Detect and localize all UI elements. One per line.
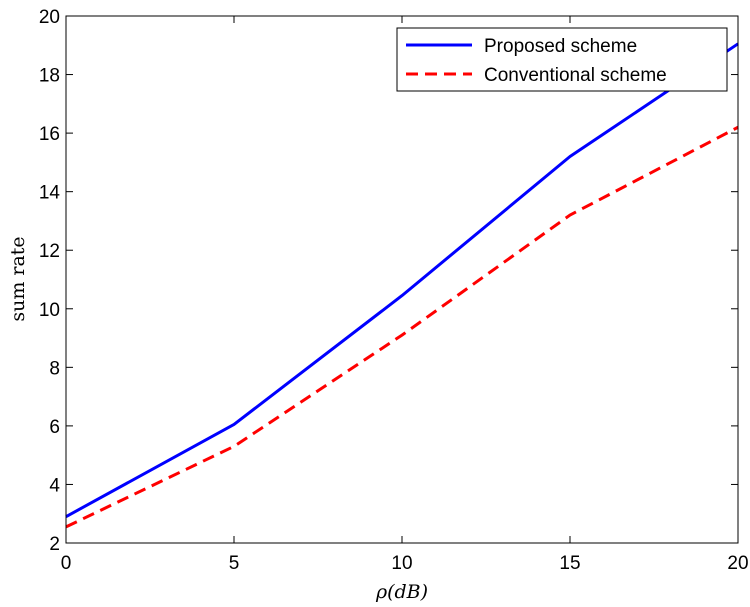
y-tick-label: 20 xyxy=(39,7,60,28)
x-tick-label: 10 xyxy=(391,553,412,574)
legend-label-conventional: Conventional scheme xyxy=(484,65,667,86)
y-tick-label: 14 xyxy=(39,183,61,204)
y-tick-label: 8 xyxy=(49,358,60,379)
y-tick-label: 18 xyxy=(39,66,60,87)
y-tick-label: 10 xyxy=(39,300,60,321)
legend-label-proposed: Proposed scheme xyxy=(484,36,637,57)
series-line-proposed xyxy=(65,42,739,518)
series-layer xyxy=(65,42,739,529)
plot-area xyxy=(66,16,738,543)
y-tick-label: 6 xyxy=(49,417,60,438)
y-tick-label: 2 xyxy=(49,534,60,555)
x-tick-label: 0 xyxy=(61,553,72,574)
x-axis-label: ρ(dB) xyxy=(375,581,428,603)
legend: Proposed scheme Conventional scheme xyxy=(396,27,728,92)
y-tick-label: 12 xyxy=(39,241,60,262)
x-tick-label: 20 xyxy=(727,553,748,574)
legend-box xyxy=(396,27,728,92)
tick-layer: 0 5 10 15 20 2 4 6 8 10 12 14 16 18 20 xyxy=(39,7,749,574)
x-tick-label: 5 xyxy=(229,553,240,574)
y-tick-label: 4 xyxy=(49,475,60,496)
x-tick-label: 15 xyxy=(559,553,580,574)
y-axis-label: sum rate xyxy=(7,236,29,321)
series-line-conventional xyxy=(65,125,739,529)
y-tick-label: 16 xyxy=(39,124,60,145)
